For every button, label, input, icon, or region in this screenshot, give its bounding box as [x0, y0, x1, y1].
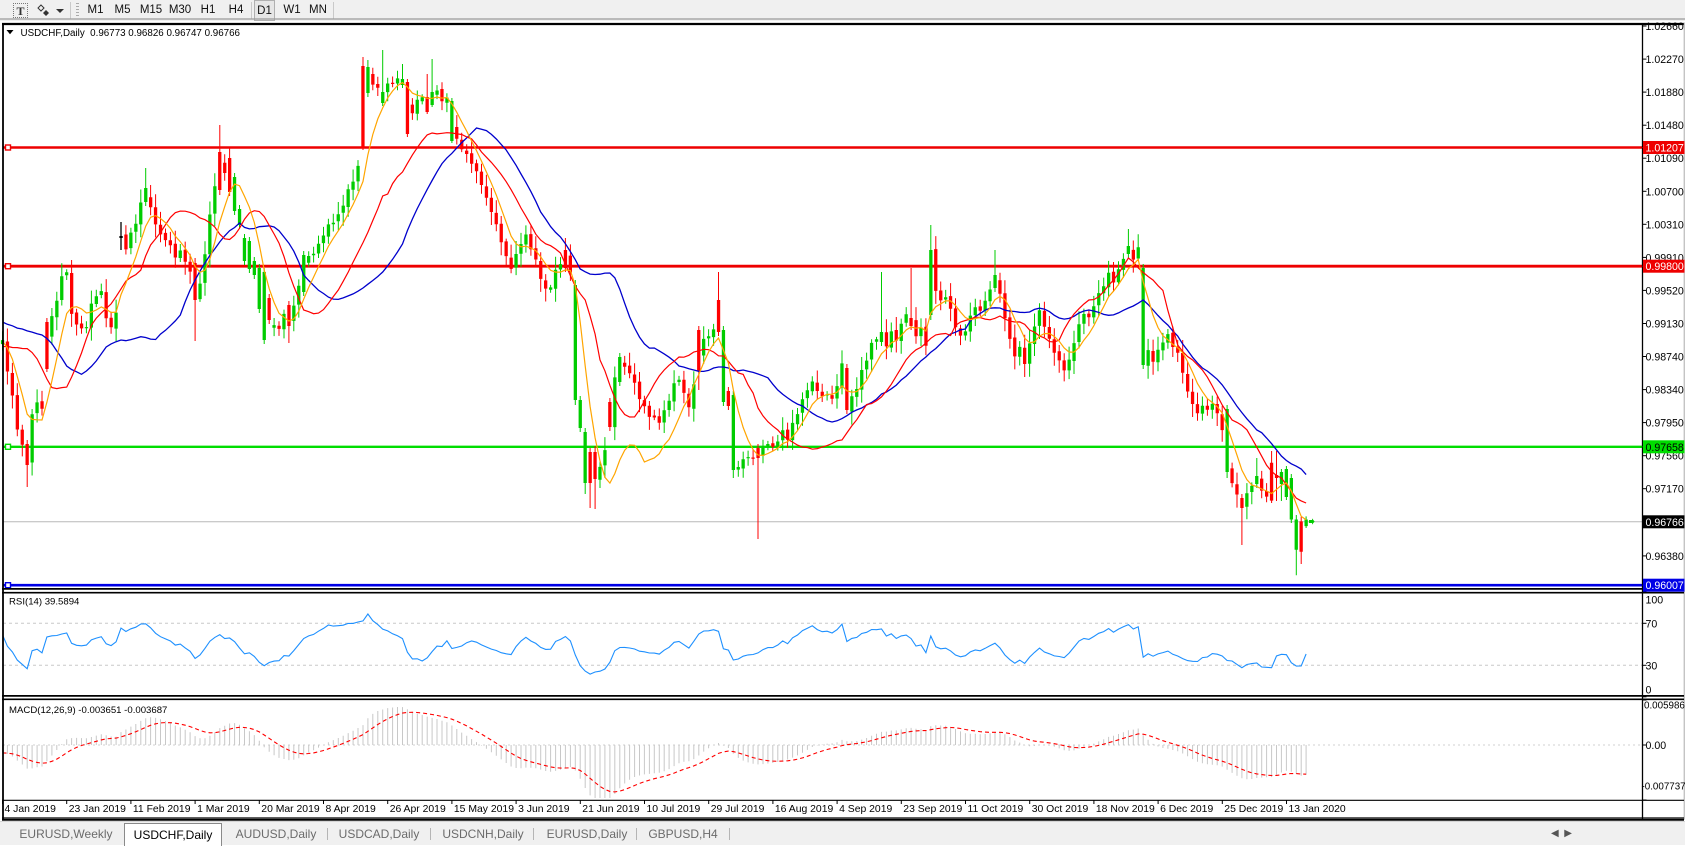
svg-text:8 Apr 2019: 8 Apr 2019	[326, 804, 376, 815]
svg-text:29 Jul 2019: 29 Jul 2019	[711, 804, 765, 815]
svg-text:23 Jan 2019: 23 Jan 2019	[69, 804, 126, 815]
svg-text:16 Aug 2019: 16 Aug 2019	[775, 804, 834, 815]
svg-text:11 Feb 2019: 11 Feb 2019	[133, 804, 191, 815]
svg-text:21 Jun 2019: 21 Jun 2019	[582, 804, 639, 815]
svg-text:100: 100	[1646, 594, 1664, 606]
svg-text:-0.007737: -0.007737	[1642, 782, 1685, 793]
svg-text:0.97950: 0.97950	[1646, 418, 1684, 430]
svg-text:70: 70	[1646, 618, 1658, 630]
svg-text:0.98740: 0.98740	[1646, 352, 1684, 364]
svg-text:1.01880: 1.01880	[1646, 87, 1684, 99]
svg-text:10 Jul 2019: 10 Jul 2019	[647, 804, 701, 815]
svg-text:30 Oct 2019: 30 Oct 2019	[1032, 804, 1089, 815]
svg-text:1.02270: 1.02270	[1646, 54, 1684, 66]
svg-text:13 Jan 2020: 13 Jan 2020	[1289, 804, 1346, 815]
svg-text:30: 30	[1646, 660, 1658, 672]
svg-text:0.98340: 0.98340	[1646, 385, 1684, 397]
svg-text:0.96380: 0.96380	[1646, 551, 1684, 563]
svg-text:0.99800: 0.99800	[1646, 261, 1684, 273]
svg-text:6 Dec 2019: 6 Dec 2019	[1160, 804, 1213, 815]
svg-text:MACD(12,26,9) -0.003651 -0.003: MACD(12,26,9) -0.003651 -0.003687	[9, 705, 167, 716]
svg-text:0.00: 0.00	[1646, 740, 1667, 752]
svg-text:0.99130: 0.99130	[1646, 319, 1684, 331]
svg-text:1.01090: 1.01090	[1646, 153, 1684, 165]
svg-text:15 May 2019: 15 May 2019	[454, 804, 514, 815]
svg-text:1.00700: 1.00700	[1646, 186, 1684, 198]
svg-text:1 Mar 2019: 1 Mar 2019	[197, 804, 250, 815]
svg-text:0.005986: 0.005986	[1644, 701, 1685, 712]
svg-text:3 Jun 2019: 3 Jun 2019	[518, 804, 570, 815]
svg-text:4 Sep 2019: 4 Sep 2019	[839, 804, 892, 815]
svg-text:1.02660: 1.02660	[1646, 21, 1684, 33]
svg-text:4 Jan 2019: 4 Jan 2019	[5, 804, 57, 815]
svg-text:25 Dec 2019: 25 Dec 2019	[1224, 804, 1283, 815]
svg-text:0.97170: 0.97170	[1646, 484, 1684, 496]
svg-text:1.01207: 1.01207	[1646, 143, 1684, 155]
svg-text:0: 0	[1646, 685, 1652, 697]
svg-text:USDCHF,Daily 0.96773 0.96826: USDCHF,Daily 0.96773 0.96826 0.96747 0.9…	[21, 28, 241, 39]
svg-text:11 Oct 2019: 11 Oct 2019	[968, 804, 1024, 815]
svg-text:1.00310: 1.00310	[1646, 219, 1684, 231]
svg-text:20 Mar 2019: 20 Mar 2019	[261, 804, 320, 815]
svg-text:18 Nov 2019: 18 Nov 2019	[1096, 804, 1155, 815]
svg-text:RSI(14) 39.5894: RSI(14) 39.5894	[9, 597, 80, 608]
svg-text:0.96007: 0.96007	[1646, 580, 1684, 592]
svg-text:0.97658: 0.97658	[1646, 442, 1684, 454]
svg-text:26 Apr 2019: 26 Apr 2019	[390, 804, 446, 815]
svg-text:0.99520: 0.99520	[1646, 285, 1684, 297]
svg-text:1.01480: 1.01480	[1646, 120, 1684, 132]
svg-text:23 Sep 2019: 23 Sep 2019	[903, 804, 962, 815]
svg-text:0.96766: 0.96766	[1646, 517, 1684, 529]
